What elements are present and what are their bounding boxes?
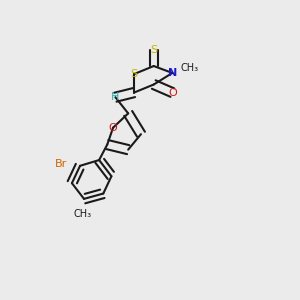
Text: N: N bbox=[168, 68, 177, 78]
Text: O: O bbox=[168, 88, 177, 98]
Text: CH₃: CH₃ bbox=[74, 209, 92, 219]
Text: S: S bbox=[150, 45, 157, 55]
Text: CH₃: CH₃ bbox=[181, 63, 199, 73]
Text: H: H bbox=[111, 92, 120, 102]
Text: O: O bbox=[109, 123, 117, 133]
Text: Br: Br bbox=[55, 158, 68, 169]
Text: S: S bbox=[130, 69, 138, 79]
